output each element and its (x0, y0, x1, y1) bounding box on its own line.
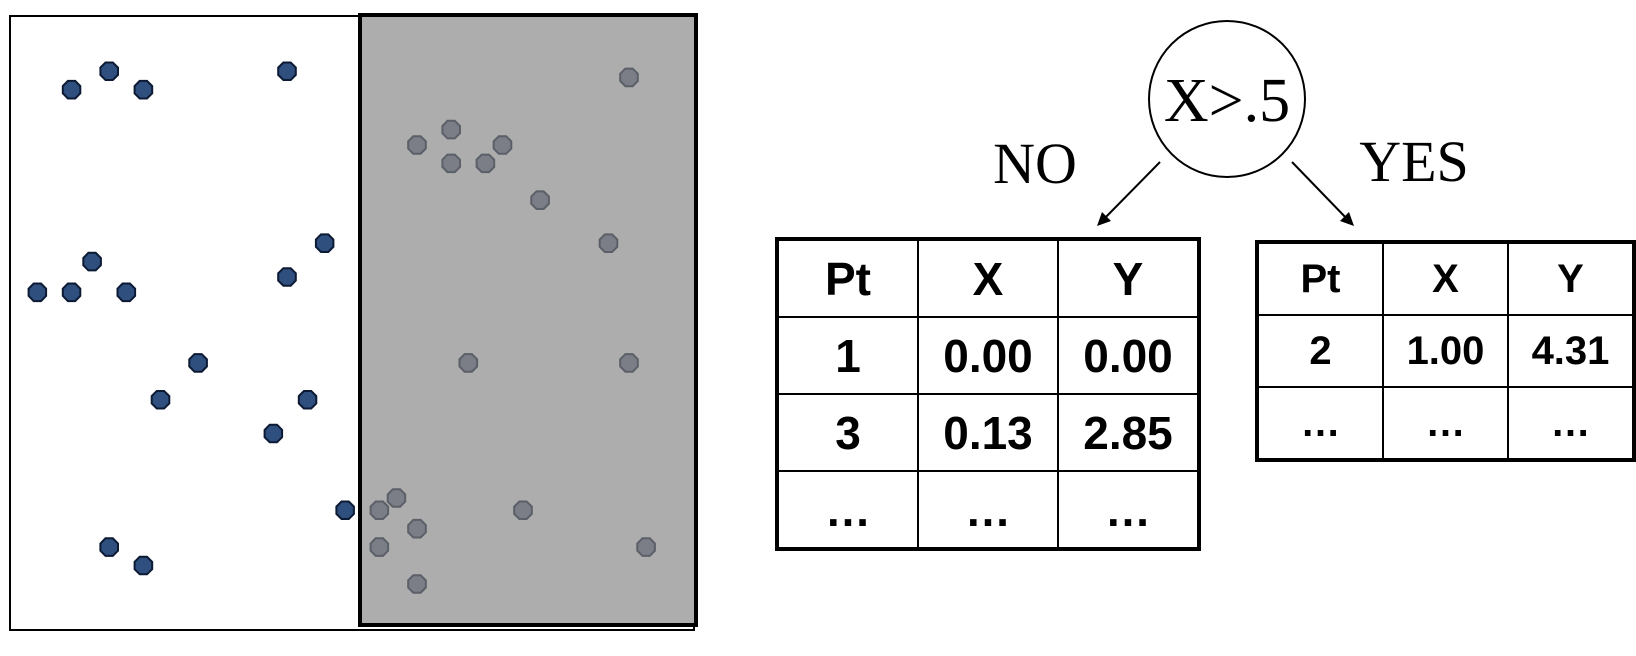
scatter-point-left (116, 282, 137, 303)
scatter-point-right (598, 233, 619, 253)
table-cell: 4.31 (1507, 314, 1635, 388)
table-cell: 2 (1256, 314, 1384, 388)
scatter-point-left (263, 423, 284, 444)
no-branch-label: NO (993, 131, 1077, 196)
column-header: Pt (776, 238, 919, 318)
scatter-point-left (82, 251, 102, 272)
table-row: 2 1.00 4.31 (1256, 314, 1635, 388)
scatter-point-left (61, 79, 82, 100)
scatter-point-right (386, 488, 407, 508)
scatter-point-right (619, 67, 639, 88)
scatter-point-right (369, 537, 390, 557)
table-row: 1 0.00 0.00 (776, 316, 1200, 395)
decision-node-label: X>.5 (1164, 67, 1290, 135)
table-cell: 0.13 (917, 393, 1059, 472)
yes-branch-label: YES (1359, 129, 1469, 194)
scatter-points (27, 61, 656, 594)
scatter-point-right (513, 500, 533, 520)
no-branch-table: Pt X Y 1 0.00 0.00 3 0.13 2.85 … … … (775, 237, 1201, 551)
scatter-point-left (133, 79, 154, 100)
scatter-point-left (99, 61, 119, 81)
yes-arrowhead (1340, 212, 1354, 226)
scatter-point-right (530, 190, 550, 210)
scatter-point-right (369, 500, 390, 520)
scatter-point-left (150, 390, 171, 410)
scatter-point-left (27, 282, 48, 303)
table-header-row: Pt X Y (1256, 241, 1635, 316)
column-header: X (1382, 241, 1509, 316)
scatter-point-right (619, 353, 639, 373)
column-header: Pt (1256, 241, 1384, 316)
scatter-point-left (335, 500, 355, 520)
table-cell: 3 (776, 393, 919, 472)
table-cell: 1 (776, 316, 919, 395)
table-cell: 1.00 (1382, 314, 1509, 388)
scatter-point-right (407, 574, 427, 594)
decision-node (1148, 20, 1306, 178)
table-cell: … (1507, 386, 1635, 461)
scatter-point-right (441, 153, 461, 174)
yes-branch-arrow (1291, 161, 1351, 223)
scatter-point-left (314, 233, 335, 253)
table-cell: … (1057, 470, 1200, 550)
no-branch-arrow (1100, 161, 1161, 223)
table-cell: … (917, 470, 1059, 550)
scatter-point-right (441, 119, 461, 140)
table-header-row: Pt X Y (776, 238, 1200, 318)
table-cell: 0.00 (1057, 316, 1200, 395)
scatter-point-left (133, 555, 154, 576)
scatter-point-left (297, 390, 318, 410)
column-header: Y (1507, 241, 1635, 316)
scatter-point-right (458, 353, 479, 373)
table-cell: … (776, 470, 919, 550)
table-cell: … (1382, 386, 1509, 461)
table-cell: … (1256, 386, 1384, 461)
scatter-point-left (277, 267, 297, 287)
table-row: 3 0.13 2.85 (776, 393, 1200, 472)
column-header: X (917, 238, 1059, 318)
scatter-point-right (407, 135, 427, 155)
no-arrowhead (1097, 212, 1111, 226)
scatter-point-left (277, 61, 297, 81)
scatter-point-right (636, 537, 656, 557)
scatter-point-left (188, 353, 208, 373)
column-header: Y (1057, 238, 1200, 318)
scatter-point-right (492, 135, 513, 155)
yes-branch-table: Pt X Y 2 1.00 4.31 … … … (1255, 240, 1636, 462)
table-row: … … … (1256, 386, 1635, 461)
table-cell: 2.85 (1057, 393, 1200, 472)
scatter-point-left (61, 282, 82, 303)
scatter-point-left (99, 537, 119, 557)
table-row: … … … (776, 470, 1200, 550)
table-cell: 0.00 (917, 316, 1059, 395)
scatter-point-right (407, 518, 427, 539)
scatter-point-right (475, 153, 496, 174)
